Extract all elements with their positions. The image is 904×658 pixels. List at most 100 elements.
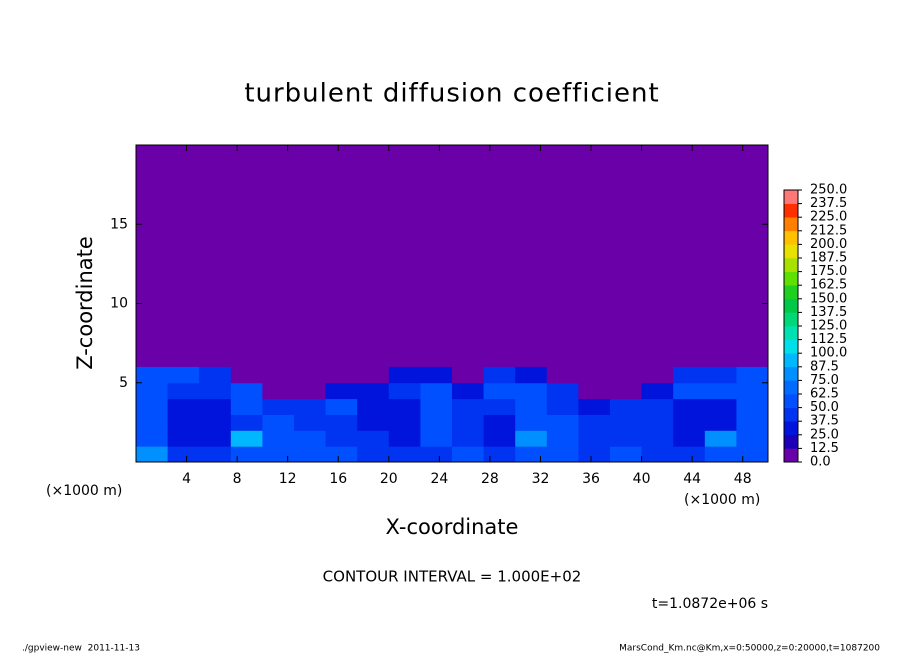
x-unit: (×1000 m) bbox=[46, 483, 122, 499]
field-cell bbox=[704, 414, 737, 431]
field-cell bbox=[294, 398, 327, 415]
field-cell bbox=[515, 414, 548, 431]
colorbar-label: 137.5 bbox=[810, 305, 847, 320]
field-cell bbox=[420, 382, 453, 400]
field-cell bbox=[673, 366, 706, 384]
field-cell bbox=[610, 366, 643, 384]
field-cell bbox=[294, 366, 327, 384]
field-cell bbox=[136, 446, 169, 463]
x-tick-label: 48 bbox=[734, 471, 752, 487]
field-cell bbox=[641, 398, 674, 415]
field-cell bbox=[420, 430, 453, 447]
colorbar-label: 12.5 bbox=[810, 441, 839, 456]
field-cell bbox=[388, 382, 421, 400]
field-cell bbox=[136, 366, 169, 384]
field-cell bbox=[167, 382, 200, 400]
field-cell bbox=[167, 446, 200, 463]
field-cell bbox=[325, 382, 358, 400]
field-cell bbox=[167, 414, 200, 431]
x-tick-label: 40 bbox=[633, 471, 651, 487]
x-tick-label: 4 bbox=[182, 471, 191, 487]
colorbar-label: 175.0 bbox=[810, 264, 847, 279]
field-cell bbox=[262, 366, 295, 384]
footer: MarsCond_Km.nc@Km,x=0:50000,z=0:20000,t=… bbox=[619, 644, 880, 654]
colorbar-band bbox=[784, 190, 798, 204]
field-cell bbox=[199, 398, 232, 415]
colorbar-label: 200.0 bbox=[810, 237, 847, 252]
field-cell bbox=[673, 446, 706, 463]
field-cell bbox=[610, 446, 643, 463]
field-cell bbox=[578, 446, 611, 463]
field-cell bbox=[736, 398, 769, 415]
field-cell bbox=[610, 430, 643, 447]
field-cell bbox=[736, 446, 769, 463]
field-cell bbox=[167, 430, 200, 447]
field-cell bbox=[546, 366, 579, 384]
field-cell bbox=[230, 414, 263, 431]
x-axis-label: X-coordinate bbox=[386, 515, 519, 539]
colorbar-label: 100.0 bbox=[810, 346, 847, 361]
field-cell bbox=[262, 446, 295, 463]
field-cell bbox=[420, 414, 453, 431]
field-cell bbox=[483, 414, 516, 431]
field-cell bbox=[736, 366, 769, 384]
field-cell bbox=[515, 430, 548, 447]
field-cell bbox=[262, 414, 295, 431]
field-cell bbox=[420, 398, 453, 415]
field-cell bbox=[515, 446, 548, 463]
field-cell bbox=[136, 382, 169, 400]
field-cell bbox=[483, 446, 516, 463]
colorbar-band bbox=[784, 326, 798, 340]
field-cell bbox=[610, 398, 643, 415]
field-cell bbox=[230, 446, 263, 463]
x-tick-label: 20 bbox=[380, 471, 398, 487]
colorbar-band bbox=[784, 366, 798, 381]
field-cell bbox=[641, 366, 674, 384]
field-cell bbox=[357, 398, 390, 415]
field-cell bbox=[294, 446, 327, 463]
colorbar-label: 0.0 bbox=[810, 455, 831, 470]
field-cell bbox=[325, 398, 358, 415]
field-cell bbox=[483, 430, 516, 447]
field-cell bbox=[230, 398, 263, 415]
field-cell bbox=[641, 414, 674, 431]
colorbar-band bbox=[784, 312, 798, 327]
field-cell bbox=[420, 366, 453, 384]
colorbar-band bbox=[784, 258, 798, 272]
field-cell bbox=[641, 430, 674, 447]
field-cell bbox=[357, 366, 390, 384]
colorbar-label: 250.0 bbox=[810, 183, 847, 198]
time-label: t=1.0872e+06 s bbox=[652, 596, 768, 612]
field-cell bbox=[357, 382, 390, 400]
x-tick-label: 8 bbox=[233, 471, 242, 487]
colorbar-band bbox=[784, 271, 798, 286]
colorbar-band bbox=[784, 380, 798, 395]
field-cell bbox=[452, 446, 485, 463]
colorbar-band bbox=[784, 298, 798, 313]
field-cell bbox=[641, 382, 674, 400]
field-cell bbox=[230, 366, 263, 384]
field-cell bbox=[515, 398, 548, 415]
colorbar-band bbox=[784, 421, 798, 436]
field-cell bbox=[294, 414, 327, 431]
colorbar-label: 162.5 bbox=[810, 278, 847, 293]
colorbar-band bbox=[784, 339, 798, 354]
colorbar-band bbox=[784, 434, 798, 449]
field-cell bbox=[199, 430, 232, 447]
field-cell bbox=[167, 366, 200, 384]
colorbar-band bbox=[784, 217, 798, 232]
colorbar-label: 237.5 bbox=[810, 196, 847, 211]
colorbar-band bbox=[784, 230, 798, 245]
field-cell bbox=[357, 446, 390, 463]
field-cell bbox=[546, 414, 579, 431]
x-tick-label: 36 bbox=[582, 471, 600, 487]
colorbar-band bbox=[784, 244, 798, 259]
field-cell bbox=[199, 446, 232, 463]
field-cell bbox=[325, 446, 358, 463]
field-cell bbox=[673, 398, 706, 415]
colorbar-label: 150.0 bbox=[810, 291, 847, 306]
field-cell bbox=[262, 398, 295, 415]
field-cell bbox=[736, 414, 769, 431]
field-cell bbox=[325, 430, 358, 447]
